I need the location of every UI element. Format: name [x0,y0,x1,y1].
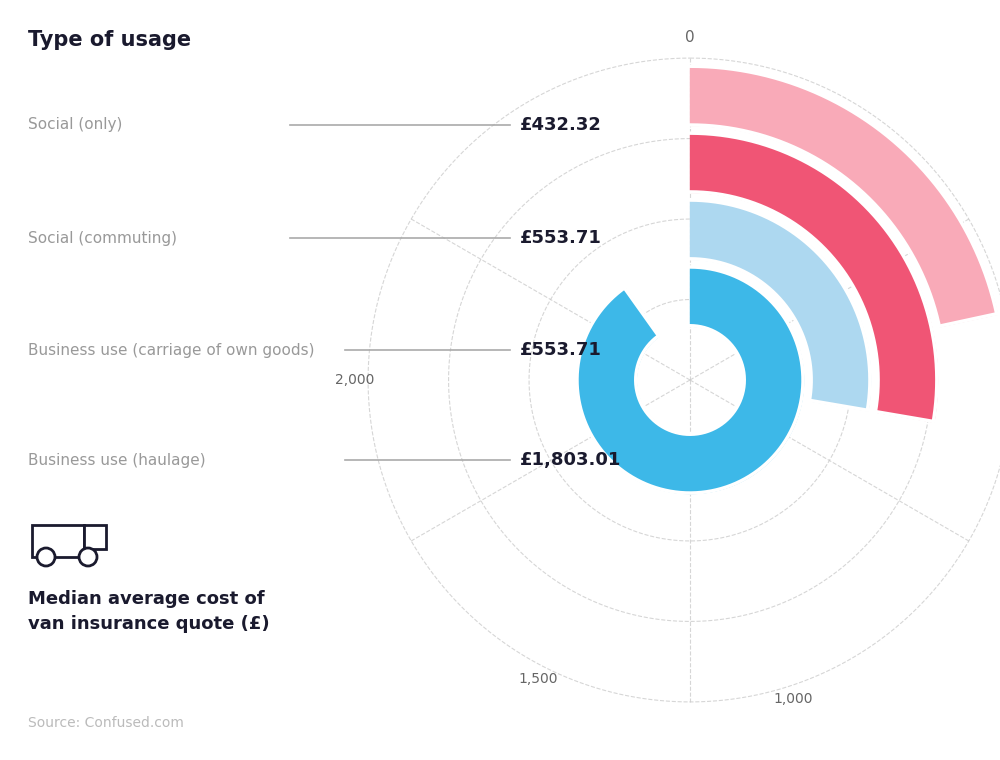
Text: 2,000: 2,000 [335,373,374,387]
Circle shape [37,548,55,566]
Text: 0: 0 [685,30,695,45]
Text: £1,803.01: £1,803.01 [520,451,621,469]
Text: Social (only): Social (only) [28,118,122,132]
Bar [84,525,106,549]
Text: 1,000: 1,000 [774,692,813,706]
Text: £553.71: £553.71 [520,341,602,359]
Text: Business use (haulage): Business use (haulage) [28,452,206,467]
Bar [32,525,84,557]
Text: £553.71: £553.71 [520,229,602,247]
Text: Type of usage: Type of usage [28,30,191,50]
Text: Source: Confused.com: Source: Confused.com [28,716,184,730]
Text: £432.32: £432.32 [520,116,602,134]
Text: Social (commuting): Social (commuting) [28,230,177,245]
Text: 1,500: 1,500 [518,672,557,686]
Text: Business use (carriage of own goods): Business use (carriage of own goods) [28,343,314,357]
Text: Median average cost of
van insurance quote (£): Median average cost of van insurance quo… [28,590,270,633]
Circle shape [79,548,97,566]
